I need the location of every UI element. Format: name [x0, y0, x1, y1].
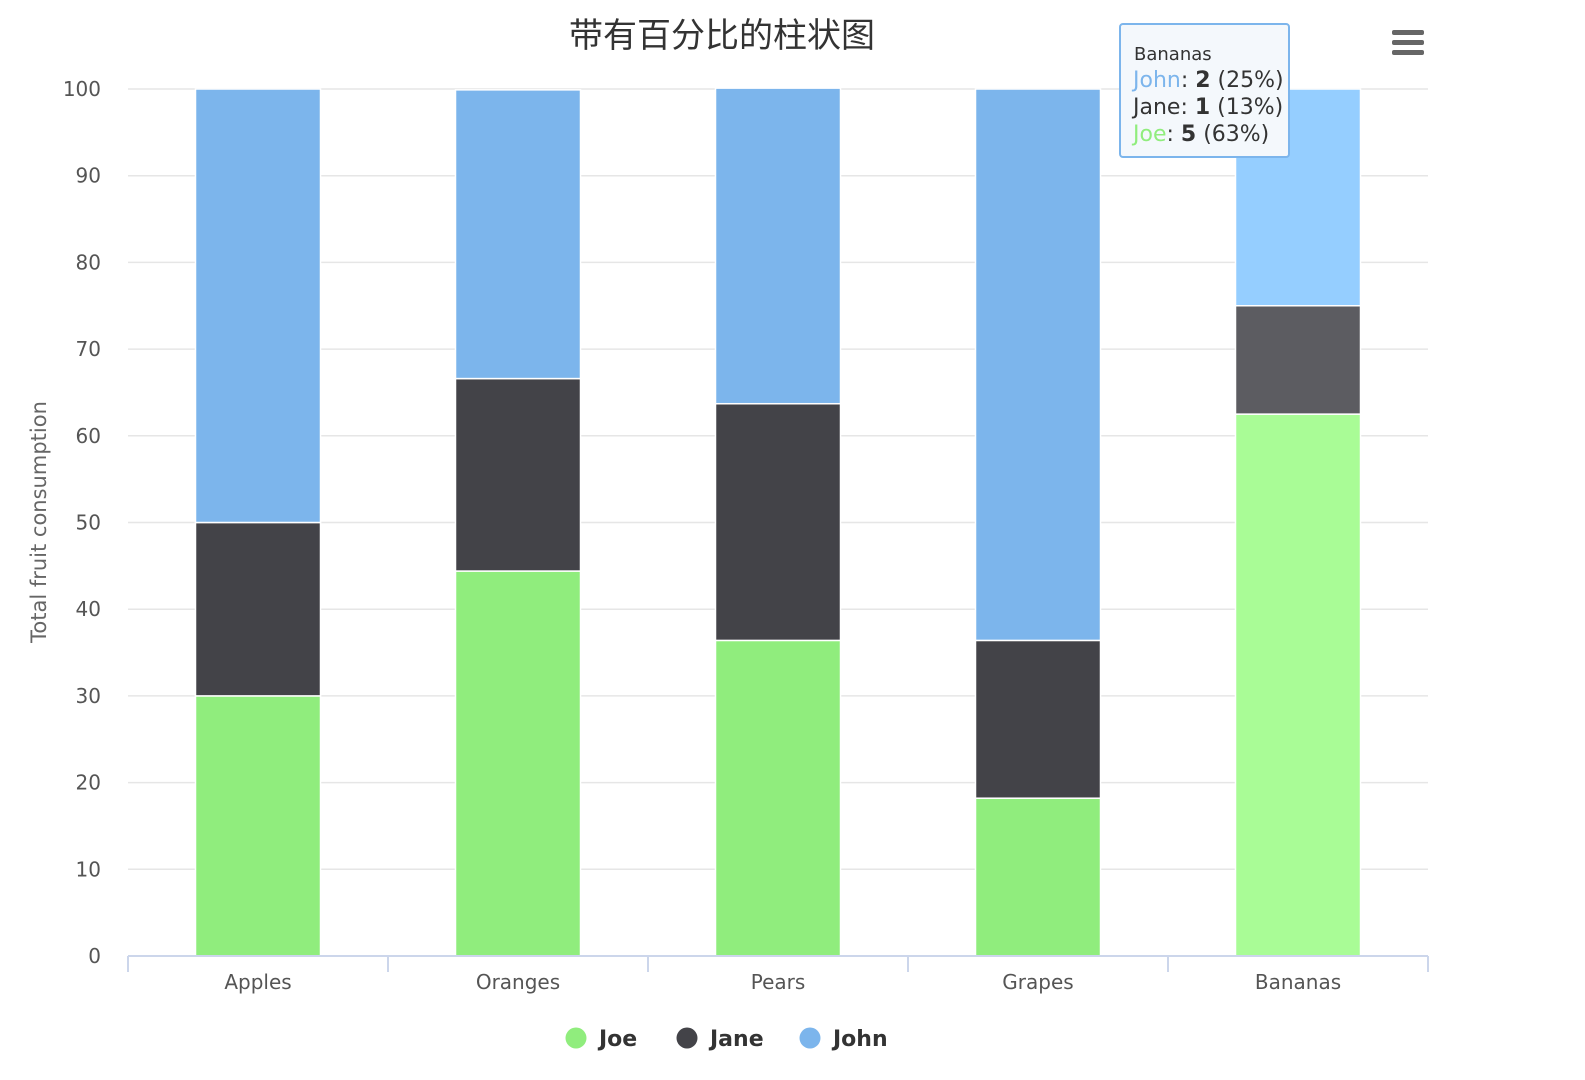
bar-joe-grapes[interactable]	[974, 797, 1102, 957]
legend-item-jane[interactable]: Jane	[676, 1027, 764, 1052]
tooltip-header: Bananas	[1134, 44, 1212, 65]
bar-john-apples[interactable]	[194, 88, 322, 524]
x-tick-label: Pears	[751, 970, 806, 994]
legend-label: Joe	[597, 1027, 637, 1052]
y-tick-label: 20	[76, 771, 101, 795]
y-tick-label: 50	[76, 511, 101, 535]
bar-jane-grapes[interactable]	[974, 639, 1102, 799]
tooltip-row-jane: Jane: 1 (13%)	[1131, 95, 1283, 120]
legend-item-joe[interactable]: Joe	[565, 1027, 638, 1052]
bar-jane-pears[interactable]	[714, 402, 842, 642]
bar-john-pears[interactable]	[714, 87, 842, 405]
y-tick-label: 70	[76, 337, 101, 361]
legend-marker	[565, 1027, 587, 1049]
y-axis-label: Total fruit consumption	[27, 401, 51, 644]
bar-jane-oranges[interactable]	[454, 377, 582, 572]
bar-joe-apples[interactable]	[194, 695, 322, 957]
chart-title: 带有百分比的柱状图	[569, 16, 875, 56]
y-tick-label: 100	[63, 77, 101, 101]
bar-stacks	[194, 87, 1362, 957]
x-axis: Apples Oranges Pears Grapes Bananas	[127, 955, 1429, 994]
y-tick-label: 10	[76, 857, 101, 881]
x-tick-label: Apples	[224, 970, 291, 994]
tooltip-row-john: John: 2 (25%)	[1131, 68, 1284, 93]
bar-john-grapes[interactable]	[974, 88, 1102, 642]
bar-joe-pears[interactable]	[714, 639, 842, 957]
legend: Joe Jane John	[565, 1027, 888, 1052]
y-tick-label: 0	[88, 944, 101, 968]
legend-marker	[676, 1027, 698, 1049]
y-tick-label: 80	[76, 250, 101, 274]
tooltip-box	[1119, 23, 1290, 158]
bar-john-oranges[interactable]	[454, 89, 582, 380]
tooltip-row-joe: Joe: 5 (63%)	[1131, 122, 1269, 147]
legend-label: John	[831, 1027, 888, 1052]
x-tick-label: Grapes	[1002, 970, 1073, 994]
bar-joe-oranges[interactable]	[454, 570, 582, 957]
y-tick-label: 40	[76, 597, 101, 621]
y-tick-label: 90	[76, 164, 101, 188]
x-tick-label: Bananas	[1255, 970, 1341, 994]
y-tick-label: 60	[76, 424, 101, 448]
y-axis-ticks: 0 10 20 30 40 50 60 70 80 90 100	[63, 77, 101, 968]
legend-marker	[799, 1027, 821, 1049]
legend-label: Jane	[708, 1027, 764, 1052]
hamburger-menu-icon[interactable]	[1380, 22, 1436, 62]
legend-item-john[interactable]: John	[799, 1027, 888, 1052]
y-tick-label: 30	[76, 684, 101, 708]
bar-jane-apples[interactable]	[194, 521, 322, 697]
bar-joe-bananas[interactable]	[1234, 413, 1362, 957]
x-tick-label: Oranges	[476, 970, 560, 994]
bar-jane-bananas[interactable]	[1234, 305, 1362, 415]
tooltip: Bananas John: 2 (25%)Jane: 1 (13%)Joe: 5…	[1119, 23, 1290, 158]
